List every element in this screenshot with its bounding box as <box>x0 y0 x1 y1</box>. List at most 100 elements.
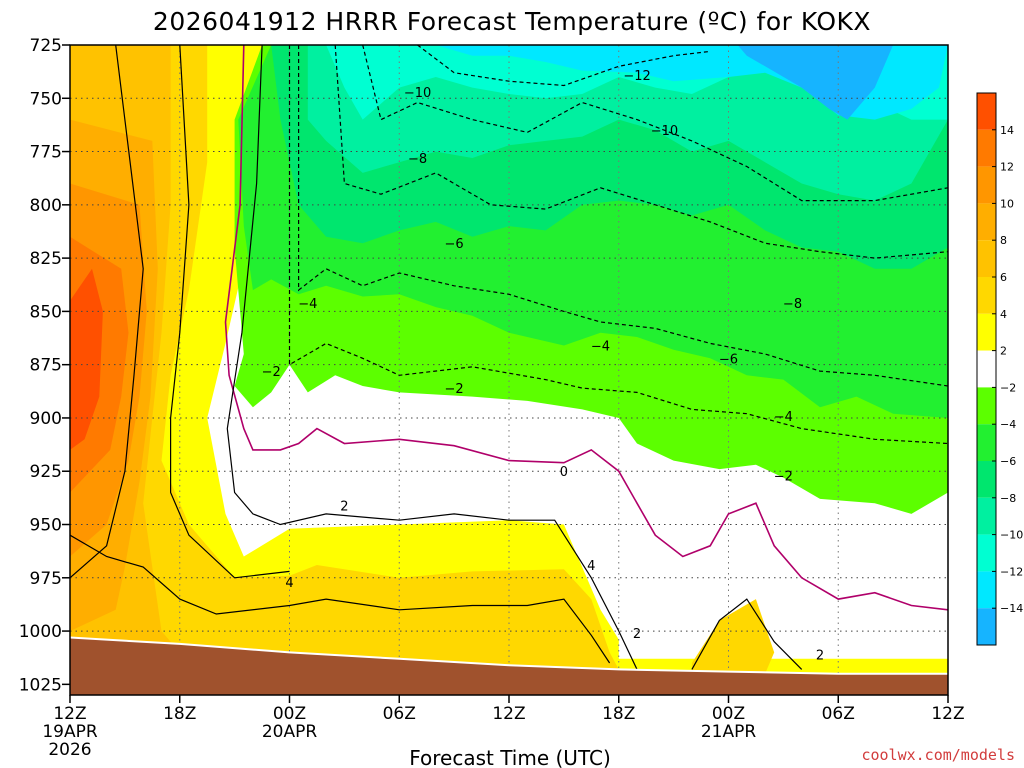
colorbar-bin-14 <box>977 608 996 645</box>
colorbar-bin-13 <box>977 571 996 609</box>
colorbar-bin-2 <box>977 166 996 204</box>
x-tick-date-12: 20APR <box>262 722 318 742</box>
contour-line-8 <box>170 45 290 579</box>
contour-line-5 <box>417 45 711 87</box>
contour-line-9 <box>226 45 638 670</box>
colorbar-bin-9 <box>977 424 996 461</box>
contour-label-4: −6 <box>445 237 464 252</box>
colorbar-label-7: −2 <box>1000 381 1016 394</box>
contour-label-15: 4 <box>285 576 293 591</box>
isotherm-contours <box>70 45 948 670</box>
y-tick-label-1025: 1025 <box>19 675 62 695</box>
x-tick-date-0: 19APR <box>42 722 98 742</box>
contour-line-10 <box>691 598 803 670</box>
x-tick-date-36: 21APR <box>701 722 757 742</box>
x-tick-label-24: 12Z <box>492 704 525 724</box>
terrain <box>70 636 948 695</box>
colorbar-label-10: −8 <box>1000 492 1016 505</box>
y-tick-label-775: 775 <box>30 143 62 163</box>
x-tick-label-48: 12Z <box>931 704 964 724</box>
y-tick-label-825: 825 <box>30 249 62 269</box>
contour-label-1: −10 <box>404 86 431 101</box>
contour-label-6: −8 <box>783 297 802 312</box>
contour-labels: −12 −10 −10 −8 −6 −4 −8 −4 −6 −2 −2 −4 0 −2 2 4 4 2 2 <box>262 69 824 664</box>
contour-label-9: −2 <box>262 365 281 380</box>
contour-label-16: 4 <box>587 559 595 574</box>
colorbar-bin-7 <box>977 350 996 388</box>
warm-band-6 <box>70 268 103 450</box>
x-tick-label-30: 18Z <box>602 704 635 724</box>
contour-line-0 <box>224 45 948 611</box>
contour-label-18: 2 <box>816 649 824 664</box>
colorbar-label-8: −4 <box>1000 418 1016 431</box>
y-tick-label-800: 800 <box>30 196 62 216</box>
x-tick-label-0: 12Z <box>53 704 86 724</box>
y-tick-label-900: 900 <box>30 409 62 429</box>
y-tick-label-725: 725 <box>30 36 62 56</box>
x-tick-label-18: 06Z <box>383 704 416 724</box>
colorbar-label-0: 14 <box>1000 124 1014 137</box>
colorbar-label-5: 4 <box>1000 308 1007 321</box>
x-tick-year-0: 2026 <box>48 740 91 760</box>
y-tick-label-750: 750 <box>30 89 62 109</box>
terrain-edge <box>70 636 948 675</box>
contour-label-10: −2 <box>445 382 464 397</box>
colorbar-bin-12 <box>977 534 996 572</box>
colorbar-label-12: −12 <box>1000 565 1023 578</box>
y-tick-label-850: 850 <box>30 302 62 322</box>
warm-band-7 <box>536 631 592 674</box>
y-tick-label-1000: 1000 <box>19 622 62 642</box>
colorbar-bin-0 <box>977 93 996 130</box>
colorbar-label-6: 2 <box>1000 345 1007 358</box>
contour-line-7 <box>70 45 144 579</box>
credit-link[interactable]: coolwx.com/models <box>861 746 1015 764</box>
colorbar-label-9: −6 <box>1000 455 1016 468</box>
colorbar-bin-6 <box>977 313 996 351</box>
contour-label-11: −4 <box>774 410 793 425</box>
y-tick-label-875: 875 <box>30 356 62 376</box>
colorbar-label-13: −14 <box>1000 602 1023 615</box>
y-tick-label-950: 950 <box>30 516 62 536</box>
colorbar-label-3: 8 <box>1000 234 1007 247</box>
colorbar: 14 12 10 8 6 4 2 −2 −4 −6 −8 −10 −12 −14 <box>976 92 1023 646</box>
x-tick-label-6: 18Z <box>163 704 196 724</box>
terrain-fill <box>70 637 948 695</box>
contour-label-13: −2 <box>774 469 793 484</box>
contour-label-17: 2 <box>633 627 641 642</box>
contour-line-2 <box>298 45 948 387</box>
chart-title: 2026041912 HRRR Forecast Temperature (ºC… <box>153 7 871 36</box>
contour-line-6 <box>70 534 611 664</box>
contour-label-5: −4 <box>298 297 317 312</box>
x-axis-label: Forecast Time (UTC) <box>409 746 611 768</box>
contour-label-8: −6 <box>719 352 738 367</box>
colorbar-label-11: −10 <box>1000 529 1023 542</box>
colorbar-bin-4 <box>977 240 996 277</box>
y-axis: 725 750 775 800 825 850 875 900 925 950 975 1000 102… <box>19 36 70 695</box>
contour-label-7: −4 <box>591 339 610 354</box>
contour-label-3: −8 <box>408 152 427 167</box>
warm-band-8 <box>691 599 775 674</box>
colorbar-frame <box>976 92 997 646</box>
x-tick-label-36: 00Z <box>712 704 745 724</box>
plot-area: −12 −10 −10 −8 −6 −4 −8 −4 −6 −2 −2 −4 0 −2 2 4 4 2 2 <box>70 45 948 695</box>
contour-line-3 <box>334 45 948 259</box>
cold-band-6 <box>737 45 894 120</box>
contour-label-0: −12 <box>623 69 650 84</box>
contour-label-2: −10 <box>651 124 678 139</box>
x-tick-label-42: 06Z <box>822 704 855 724</box>
contour-label-14: 2 <box>340 499 348 514</box>
cold-temperature-bands <box>234 45 948 514</box>
colorbar-label-4: 6 <box>1000 271 1007 284</box>
colorbar-bin-11 <box>977 497 996 535</box>
contour-line-1 <box>288 45 948 445</box>
y-tick-label-925: 925 <box>30 462 62 482</box>
colorbar-bin-3 <box>977 203 996 241</box>
warm-band-0 <box>70 45 948 695</box>
contour-line-4 <box>362 45 948 202</box>
colorbar-bin-8 <box>977 387 996 425</box>
contour-label-12: 0 <box>560 465 568 480</box>
colorbar-bin-5 <box>977 277 996 314</box>
colorbar-bin-10 <box>977 461 996 498</box>
